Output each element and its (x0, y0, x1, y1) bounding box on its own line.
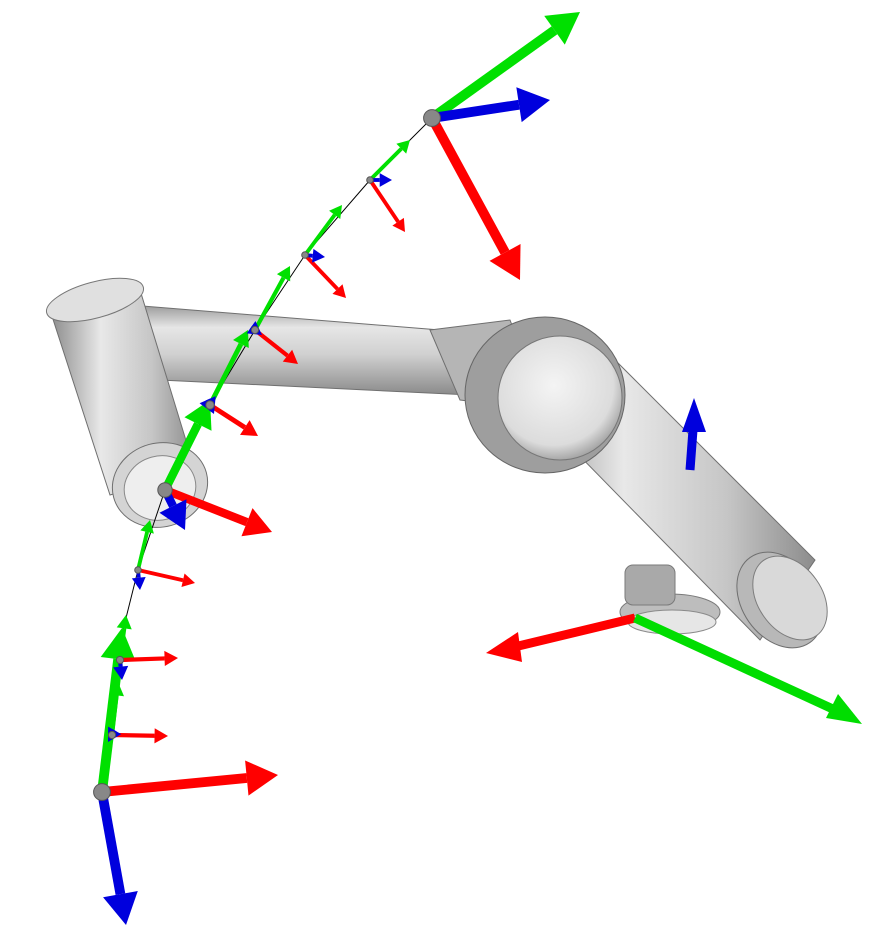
frame-origin-icon (423, 109, 441, 127)
frame-axis-icon (161, 422, 202, 492)
robot-elbow-joint (464, 316, 626, 474)
frame-origin-icon (157, 482, 173, 498)
frame-axis-icon (137, 568, 184, 583)
frame-axis-icon (429, 26, 558, 122)
frame-axis-arrowhead-icon (392, 217, 405, 232)
frame-axis-arrowhead-icon (131, 577, 146, 590)
frame-axis-icon (303, 253, 339, 291)
frame-origin-icon (134, 566, 142, 574)
frame-axis-arrowhead-icon (181, 573, 195, 588)
frame-axis-arrowhead-icon (312, 248, 325, 263)
frame-axis-icon (163, 486, 249, 527)
frame-axis-arrowhead-icon (184, 400, 212, 431)
frame-origin-icon (366, 176, 374, 184)
frame-axis-arrowhead-icon (276, 266, 291, 282)
frame-axis-icon (109, 695, 119, 736)
frame-axis-icon (136, 531, 149, 571)
frame-axis-arrowhead-icon (140, 520, 154, 534)
frame-axis-arrowhead-icon (332, 284, 346, 298)
frame-origin-icon (107, 730, 117, 740)
frame-axis-arrowhead-icon (154, 728, 168, 744)
frame-axis-arrowhead-icon (100, 628, 136, 662)
frame-origin-icon (115, 655, 125, 665)
frame-axis-arrowhead-icon (245, 760, 278, 796)
frame-axis-arrowhead-icon (159, 499, 187, 530)
frame-axis-icon (368, 178, 400, 223)
frame-axis-arrowhead-icon (233, 330, 249, 348)
frame-axis-icon (101, 773, 248, 797)
frame-origin-icon (301, 251, 309, 259)
frame-axis-arrowhead-icon (379, 173, 392, 187)
frame-axis-arrowhead-icon (108, 682, 125, 697)
frame-axis-arrowhead-icon (113, 665, 129, 680)
frame-axis-icon (303, 213, 337, 257)
frame-origin-icon (250, 325, 260, 335)
frame-axis-arrowhead-icon (116, 615, 132, 630)
frame-origin-icon (205, 400, 215, 410)
frame-axis-arrowhead-icon (516, 87, 550, 123)
frame-axis-icon (368, 147, 403, 182)
frame-axis-icon (208, 402, 247, 430)
frame-axis-icon (97, 791, 126, 896)
frame-axis-arrowhead-icon (489, 244, 521, 280)
frame-axis-icon (253, 276, 286, 332)
frame-axis-icon (119, 656, 165, 663)
frame-axis-arrowhead-icon (282, 349, 298, 364)
frame-axis-icon (97, 658, 124, 793)
frame-axis-arrowhead-icon (241, 508, 272, 537)
frame-origin-icon (93, 783, 111, 801)
frame-axis-icon (117, 628, 127, 661)
robot-arm (45, 277, 828, 649)
frame-axis-arrowhead-icon (103, 891, 138, 925)
frame-axis-arrowhead-icon (164, 650, 178, 667)
coordinate-frames (93, 12, 580, 925)
frame-axis-arrowhead-icon (544, 12, 580, 45)
frame-axis-icon (207, 342, 244, 407)
base-frame-icon (486, 398, 862, 724)
frame-axis-icon (431, 99, 520, 123)
frame-axis-arrowhead-icon (329, 205, 342, 220)
frame-axis-arrowhead-icon (240, 420, 258, 436)
frame-axis-icon (427, 115, 510, 255)
frame-axis-arrowhead-icon (396, 140, 410, 154)
